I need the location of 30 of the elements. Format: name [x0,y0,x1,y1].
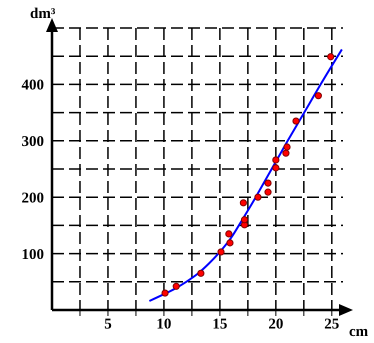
x-tick-label: 5 [104,316,112,333]
point [240,216,248,224]
x-tick-label: 20 [268,316,284,333]
y-tick-label: 200 [22,190,44,207]
point [272,164,280,172]
point [292,117,300,125]
y-axis-title: dm³ [30,6,56,22]
point [283,143,291,151]
y-tick-label: 300 [22,134,44,150]
point [172,282,180,290]
point [217,248,225,256]
y-tick-label: 400 [22,78,44,94]
point [314,92,322,100]
point [197,270,204,277]
x-tick-label: 15 [212,316,228,333]
point [161,289,169,297]
point [240,199,247,206]
point [225,230,232,238]
point [272,156,280,164]
x-tick-label: 10 [156,316,172,333]
point [327,53,334,60]
point [226,239,234,246]
point [264,188,272,196]
x-axis-title: cm [349,324,369,340]
point [282,150,290,157]
point [254,194,262,201]
y-tick-label: 100 [22,246,44,263]
point [264,180,272,187]
line-series [148,48,343,302]
x-tick-label: 25 [324,316,340,333]
